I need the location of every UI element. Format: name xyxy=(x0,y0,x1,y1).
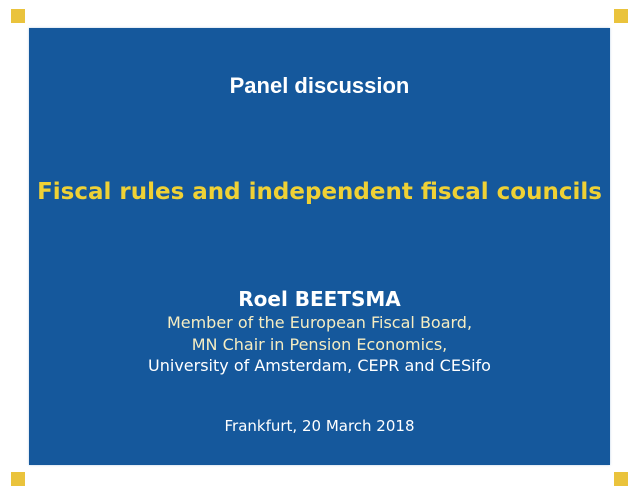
affiliation-line-1: Member of the European Fiscal Board, xyxy=(166,313,473,332)
corner-accent-square-top-right xyxy=(614,9,628,23)
corner-accent-square-bottom-left xyxy=(11,472,25,486)
affiliation-line-3: University of Amsterdam, CEPR and CESifo xyxy=(148,356,491,375)
slide-header: Panel discussion xyxy=(229,73,410,98)
slide-title: Fiscal rules and independent fiscal coun… xyxy=(37,179,602,205)
slide-canvas: Panel discussion Fiscal rules and indepe… xyxy=(29,28,610,465)
affiliation-line-2: MN Chair in Pension Economics, xyxy=(191,335,448,354)
slide-footer-date-location: Frankfurt, 20 March 2018 xyxy=(224,417,415,435)
author-name: Roel BEETSMA xyxy=(238,287,401,311)
corner-accent-square-top-left xyxy=(11,9,25,23)
corner-accent-square-bottom-right xyxy=(614,472,628,486)
